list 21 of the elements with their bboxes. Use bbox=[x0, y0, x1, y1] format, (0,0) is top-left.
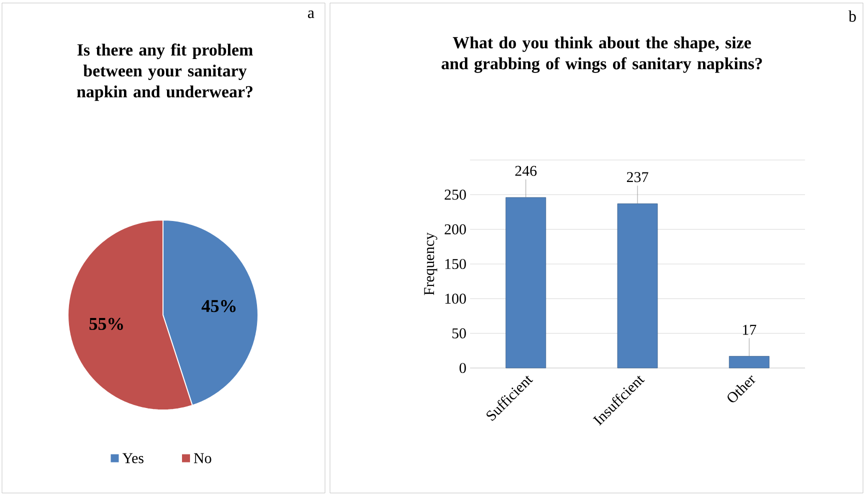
data-label: 55% bbox=[89, 318, 123, 330]
y-tick-label: 100 bbox=[445, 294, 466, 304]
bar bbox=[617, 203, 658, 368]
data-label: 17 bbox=[743, 324, 756, 335]
y-axis-title: Frequency bbox=[424, 232, 438, 296]
data-label: 237 bbox=[626, 172, 648, 182]
text: b bbox=[848, 10, 856, 22]
chart-title: What do you think about the shape, size and grabbing of wings of sanitary napkins? bbox=[442, 36, 762, 73]
legend-label: No bbox=[194, 453, 212, 464]
y-tick-label: 0 bbox=[460, 362, 466, 374]
y-tick-label: 150 bbox=[445, 258, 466, 270]
chart-title: Is there any fit problem between your sanitary napkin and underwear? bbox=[76, 44, 253, 101]
y-tick-label: 200 bbox=[444, 224, 466, 234]
bar bbox=[506, 197, 546, 368]
legend-label: Yes bbox=[122, 453, 144, 464]
text: a bbox=[308, 10, 314, 18]
data-label: 45% bbox=[202, 300, 236, 312]
bar bbox=[728, 356, 770, 368]
data-label: 246 bbox=[515, 166, 537, 176]
y-tick-label: 50 bbox=[452, 328, 466, 338]
y-tick-label: 250 bbox=[444, 190, 466, 200]
